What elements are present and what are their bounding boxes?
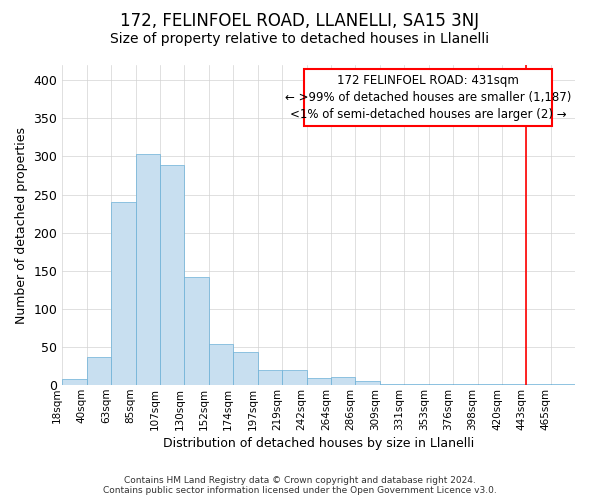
Bar — [62, 379, 87, 385]
Bar — [111, 202, 136, 385]
Bar — [428, 384, 453, 385]
Bar — [87, 357, 111, 385]
Bar — [136, 154, 160, 385]
Y-axis label: Number of detached properties: Number of detached properties — [15, 126, 28, 324]
Text: <1% of semi-detached houses are larger (2) →: <1% of semi-detached houses are larger (… — [290, 108, 566, 121]
Bar — [526, 384, 551, 385]
X-axis label: Distribution of detached houses by size in Llanelli: Distribution of detached houses by size … — [163, 437, 475, 450]
Bar — [307, 378, 331, 385]
Bar — [257, 370, 282, 385]
Bar — [551, 384, 575, 385]
Bar — [502, 384, 526, 385]
Bar — [478, 384, 502, 385]
Text: 172, FELINFOEL ROAD, LLANELLI, SA15 3NJ: 172, FELINFOEL ROAD, LLANELLI, SA15 3NJ — [121, 12, 479, 30]
FancyBboxPatch shape — [304, 69, 552, 126]
Text: 172 FELINFOEL ROAD: 431sqm: 172 FELINFOEL ROAD: 431sqm — [337, 74, 519, 86]
Text: Contains HM Land Registry data © Crown copyright and database right 2024.
Contai: Contains HM Land Registry data © Crown c… — [103, 476, 497, 495]
Text: ← >99% of detached houses are smaller (1,187): ← >99% of detached houses are smaller (1… — [285, 91, 571, 104]
Bar — [331, 377, 355, 385]
Bar — [355, 382, 380, 385]
Bar — [209, 344, 233, 385]
Bar — [282, 370, 307, 385]
Bar — [233, 352, 257, 385]
Bar — [380, 384, 404, 385]
Bar — [453, 384, 478, 385]
Bar — [160, 165, 184, 385]
Text: Size of property relative to detached houses in Llanelli: Size of property relative to detached ho… — [110, 32, 490, 46]
Bar — [404, 384, 428, 385]
Bar — [184, 277, 209, 385]
